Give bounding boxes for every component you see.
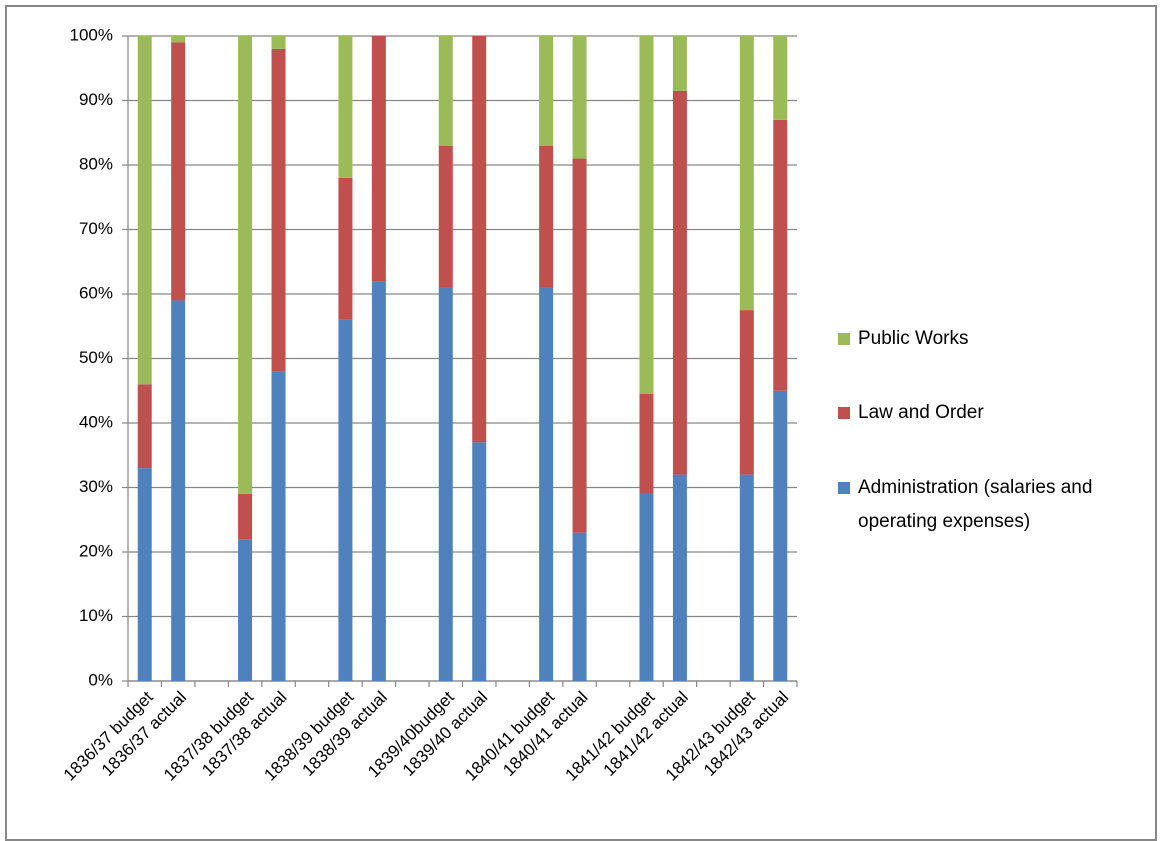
- bar-segment: [572, 36, 587, 159]
- y-tick-label: 70%: [79, 219, 113, 238]
- bar-segment: [539, 145, 554, 288]
- bar-segment: [137, 468, 152, 681]
- bar-segment: [773, 390, 788, 681]
- y-tick-label: 80%: [79, 154, 113, 173]
- legend-label: Public Works: [858, 328, 969, 349]
- legend-swatch: [838, 333, 850, 345]
- frame: [5, 5, 1157, 841]
- legend-swatch: [838, 407, 850, 419]
- bar-segment: [572, 158, 587, 533]
- bar-segment: [672, 90, 687, 475]
- bar-segment: [338, 177, 353, 320]
- y-tick-label: 100%: [70, 25, 113, 44]
- bar-segment: [137, 384, 152, 469]
- y-tick-label: 10%: [79, 606, 113, 625]
- bar-segment: [338, 319, 353, 681]
- bar-segment: [171, 42, 186, 301]
- bar-segment: [171, 36, 186, 43]
- bar-segment: [672, 36, 687, 91]
- bar-segment: [539, 36, 554, 146]
- bar-segment: [238, 539, 253, 681]
- bar-segment: [238, 493, 253, 540]
- bar-segment: [739, 474, 754, 681]
- y-tick-label: 20%: [79, 541, 113, 560]
- y-tick-label: 0%: [88, 670, 113, 689]
- y-tick-label: 40%: [79, 412, 113, 431]
- y-tick-label: 60%: [79, 283, 113, 302]
- bar-segment: [271, 48, 286, 372]
- bar-segment: [171, 300, 186, 681]
- bar-segment: [371, 36, 386, 282]
- bar-segment: [438, 287, 453, 681]
- bar-segment: [572, 532, 587, 681]
- bar-segment: [539, 287, 554, 681]
- bar-segment: [371, 281, 386, 681]
- y-tick-label: 90%: [79, 90, 113, 109]
- legend-label: Law and Order: [858, 402, 984, 423]
- bar-segment: [472, 442, 487, 681]
- legend-swatch: [838, 482, 850, 494]
- bar-segment: [739, 36, 754, 311]
- bar-segment: [238, 36, 253, 494]
- bar-segment: [639, 393, 654, 494]
- bar-segment: [773, 36, 788, 120]
- bar-segment: [271, 371, 286, 681]
- bar-segment: [472, 36, 487, 443]
- bar-segment: [639, 493, 654, 681]
- bar-segment: [739, 310, 754, 475]
- bar-segment: [672, 474, 687, 681]
- bar-segment: [271, 36, 286, 49]
- y-tick-label: 30%: [79, 477, 113, 496]
- bar-segment: [438, 36, 453, 146]
- bar-segment: [338, 36, 353, 178]
- bar-segment: [639, 36, 654, 394]
- legend-label: Administration (salaries and operating e…: [858, 477, 1093, 532]
- bar-segment: [438, 145, 453, 288]
- bar-segment: [773, 119, 788, 391]
- y-tick-label: 50%: [79, 348, 113, 367]
- bar-segment: [137, 36, 152, 385]
